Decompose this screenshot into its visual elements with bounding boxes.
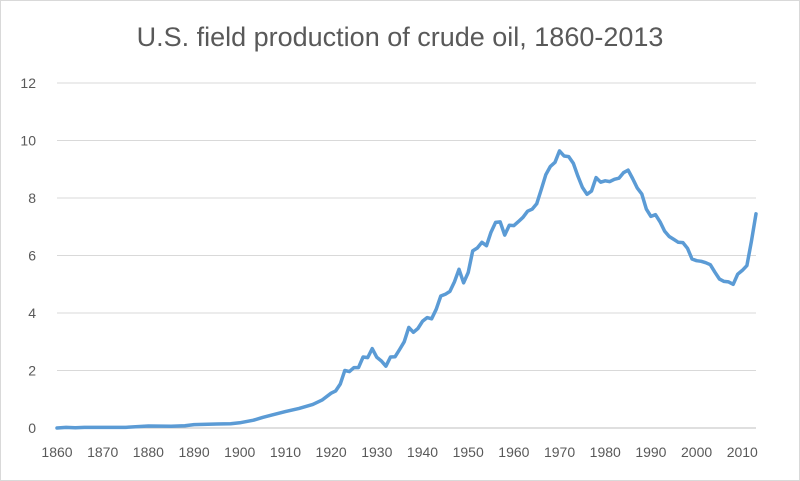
x-axis-tick-labels: 1860 1870 1880 1890 1900 1910 1920 1930 1940 1950… (41, 444, 758, 460)
x-tick-label: 1880 (133, 444, 164, 460)
x-tick-label: 1950 (453, 444, 484, 460)
x-tick-label: 1930 (361, 444, 392, 460)
x-tick-label: 2000 (681, 444, 712, 460)
x-tick-label: 1860 (41, 444, 72, 460)
x-tick-label: 1900 (224, 444, 255, 460)
y-tick-label: 8 (28, 190, 36, 206)
series-group (55, 149, 758, 430)
y-tick-label: 6 (28, 248, 36, 264)
x-tick-label: 1980 (590, 444, 621, 460)
chart-title: U.S. field production of crude oil, 1860… (136, 22, 664, 52)
x-tick-label: 1910 (270, 444, 301, 460)
x-tick-label: 1890 (178, 444, 209, 460)
y-tick-label: 4 (28, 305, 36, 321)
y-tick-label: 0 (28, 420, 36, 436)
y-axis-tick-labels: 0 2 4 6 8 10 12 (20, 75, 36, 436)
series-line (55, 149, 758, 430)
x-tick-label: 1920 (316, 444, 347, 460)
x-tick-label: 2010 (727, 444, 758, 460)
x-tick-label: 1960 (498, 444, 529, 460)
y-tick-label: 2 (28, 363, 36, 379)
y-tick-label: 10 (20, 133, 36, 149)
x-tick-label: 1990 (635, 444, 666, 460)
x-tick-label: 1970 (544, 444, 575, 460)
x-tick-label: 1870 (87, 444, 118, 460)
x-tick-label: 1940 (407, 444, 438, 460)
y-tick-label: 12 (20, 75, 36, 91)
gridlines (57, 82, 756, 429)
